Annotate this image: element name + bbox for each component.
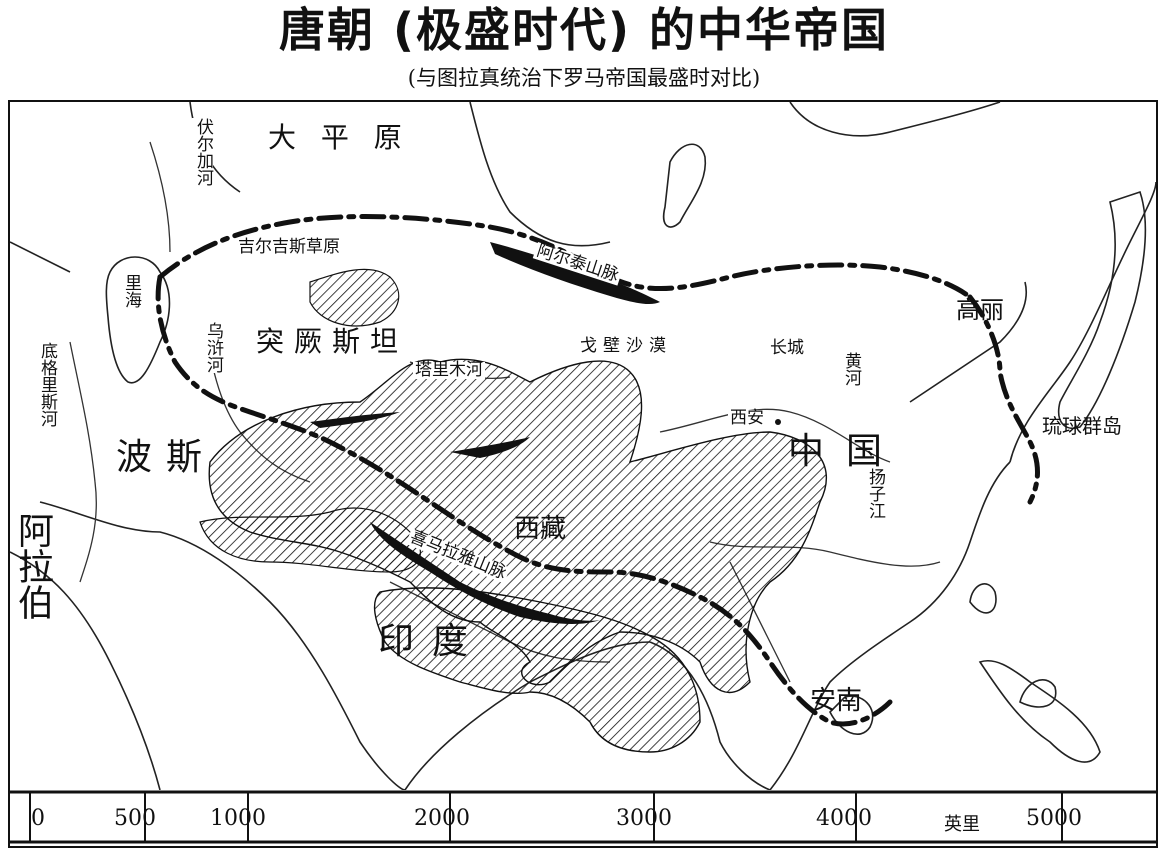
scale-tick-5000: 5000 xyxy=(1026,806,1082,831)
label-xizang: 西藏 xyxy=(514,514,567,544)
label-fuerjia: 伏尔加河 xyxy=(192,118,213,186)
scale-tick-2000: 2000 xyxy=(414,806,470,831)
label-xian: 西安 xyxy=(728,408,766,428)
label-yindu: 印度 xyxy=(378,621,487,662)
label-lihai: 里海 xyxy=(120,274,141,308)
scale-tick-500: 500 xyxy=(114,806,156,831)
label-jierjisi: 吉尔吉斯草原 xyxy=(236,237,342,257)
map-title: 唐朝 (极盛时代) 的中华帝国 xyxy=(278,3,890,57)
coastlines xyxy=(10,102,1156,790)
label-gebi: 戈壁沙漠 xyxy=(578,336,674,356)
scale-tick-0: 0 xyxy=(31,806,45,831)
map-canvas xyxy=(10,102,1156,790)
scale-unit: 英里 xyxy=(944,814,980,835)
map-subtitle: (与图拉真统治下罗马帝国最盛时对比) xyxy=(407,66,761,90)
label-yangzi: 扬子江 xyxy=(865,468,885,519)
label-digeli: 底格里斯河 xyxy=(37,342,57,427)
label-changcheng: 长城 xyxy=(768,338,806,358)
label-gaoli: 高丽 xyxy=(956,296,1004,324)
scale-tick-4000: 4000 xyxy=(816,806,872,831)
label-talimu: 塔里木河 xyxy=(413,360,485,380)
label-taiping: 大 平 原 xyxy=(268,121,410,154)
label-huanghe: 黄河 xyxy=(841,352,861,386)
label-tujuesitan: 突厥斯坦 xyxy=(256,325,409,358)
label-alabo: 阿拉伯 xyxy=(12,512,53,620)
label-zhongguo: 中国 xyxy=(788,431,905,472)
label-liuqiu: 琉球群岛 xyxy=(1042,414,1122,438)
label-bosi: 波斯 xyxy=(116,437,217,478)
scale-tick-1000: 1000 xyxy=(210,806,266,831)
label-annan: 安南 xyxy=(810,686,863,716)
city-dot-xian xyxy=(775,419,781,425)
tang-territory xyxy=(199,268,827,753)
scale-tick-3000: 3000 xyxy=(616,806,672,831)
label-wuhu: 乌浒河 xyxy=(202,322,223,373)
scale-bar: 0 500 1000 2000 3000 4000 英里 5000 xyxy=(10,790,1156,846)
scale-line xyxy=(10,790,1156,844)
roman-boundary xyxy=(155,214,1040,727)
map-frame: 大 平 原 伏尔加河 里海 吉尔吉斯草原 阿尔泰山脉 乌浒河 突厥斯坦 塔里木河… xyxy=(8,100,1158,848)
